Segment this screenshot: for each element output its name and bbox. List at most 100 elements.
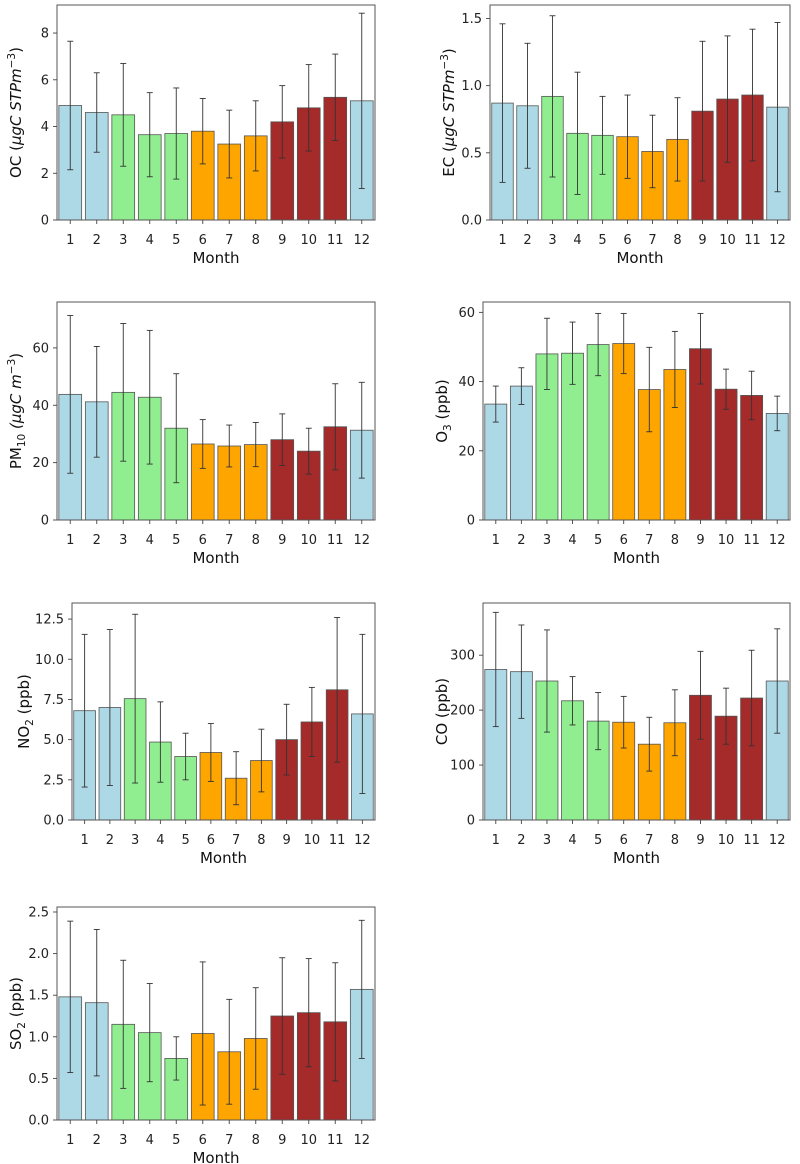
x-tick-label: 6 [623,233,631,248]
x-tick-label: 12 [353,1133,370,1148]
error-bar-month-4 [574,71,581,195]
error-bar-month-1 [499,23,506,183]
plot-frame [56,4,376,221]
error-bar-month-3 [543,317,550,390]
x-tick-label: 3 [548,233,556,248]
error-bar-month-10 [723,368,730,410]
error-bar-month-12 [358,381,365,479]
x-tick-label: 7 [225,533,233,548]
error-bar-month-5 [173,373,180,484]
y-tick-label: 10.0 [35,653,64,668]
error-bar-month-7 [646,346,653,433]
x-tick-label: 12 [769,233,786,248]
error-bar-month-7 [226,998,233,1105]
plot-frame [56,906,376,1121]
plot-frame [482,301,791,521]
error-bar-month-2 [106,629,113,786]
error-bar-month-4 [146,92,153,178]
x-axis-title: Month [613,549,660,567]
plot-frame [71,602,376,821]
error-bar-month-6 [620,312,627,375]
error-bar-month-4 [569,321,576,385]
x-tick-label: 9 [698,233,706,248]
error-bar-month-7 [226,424,233,468]
y-tick-label: 0.0 [28,1114,49,1129]
y-tick-label: 60 [458,306,475,321]
error-bar-month-7 [233,751,240,806]
x-tick-label: 1 [492,533,500,548]
error-bar-month-9 [699,40,706,182]
error-bar-month-1 [492,385,499,423]
y-tick-label: 2.5 [43,773,64,788]
error-bar-month-5 [599,95,606,175]
error-bar-month-3 [120,323,127,462]
error-bar-month-9 [697,312,704,385]
chart-panel-5: 0.02.55.07.510.012.51 2 3 4 5 6 7 8 9 10 11 12Month… [15,602,376,867]
error-bar-month-11 [748,370,755,421]
error-bar-month-2 [93,72,100,153]
error-bar-month-9 [697,650,704,740]
y-axis-title: O3 (ppb) [433,379,454,443]
x-tick-label: 12 [353,533,370,548]
x-tick-label: 9 [282,833,290,848]
x-tick-label: 11 [743,833,760,848]
plot-frame [482,602,791,821]
error-bar-month-9 [283,703,290,776]
y-axis-title: OC (μgC STPm−3) [6,47,25,178]
error-bar-month-1 [81,633,88,788]
x-tick-label: 4 [568,533,576,548]
x-tick-label: 2 [93,1133,101,1148]
error-bar-month-11 [332,53,339,141]
error-bar-month-6 [199,98,206,165]
x-tick-label: 6 [199,233,207,248]
x-tick-label: 6 [620,533,628,548]
x-tick-label: 2 [93,233,101,248]
x-tick-label: 2 [517,833,525,848]
y-tick-label: 300 [450,649,475,664]
x-tick-label: 10 [719,233,736,248]
x-tick-label: 8 [252,233,260,248]
x-tick-label: 3 [543,533,551,548]
x-tick-label: 7 [648,233,656,248]
error-bar-month-2 [518,367,525,405]
x-tick-label: 8 [257,833,265,848]
y-tick-label: 20 [458,444,475,459]
x-tick-label: 6 [620,833,628,848]
error-bar-month-3 [120,959,127,1089]
y-tick-label: 40 [32,399,49,414]
error-bar-month-2 [93,346,100,458]
x-tick-label: 6 [207,833,215,848]
error-bar-month-6 [207,723,214,782]
bar-month-2 [509,385,533,521]
x-tick-label: 11 [327,533,344,548]
x-tick-label: 4 [156,833,164,848]
error-bar-month-8 [252,422,259,468]
error-bar-month-7 [226,109,233,179]
error-bar-month-8 [671,689,678,757]
x-tick-label: 1 [498,233,506,248]
y-tick-label: 0 [41,214,49,229]
x-tick-label: 2 [523,233,531,248]
plot-frame [56,301,376,521]
error-bar-month-11 [332,383,339,471]
error-bar-month-6 [199,419,206,469]
error-bar-month-12 [774,628,781,734]
x-tick-label: 9 [696,833,704,848]
x-tick-label: 11 [743,533,760,548]
y-tick-label: 20 [32,456,49,471]
error-bar-month-10 [723,687,730,745]
x-axis-title: Month [200,849,247,867]
y-tick-label: 6 [41,73,49,88]
y-tick-label: 100 [450,759,475,774]
x-tick-label: 5 [594,833,602,848]
y-tick-label: 0 [41,514,49,529]
error-bar-month-2 [93,929,100,1077]
error-bar-month-7 [646,716,653,772]
x-tick-label: 10 [718,833,735,848]
error-bar-month-3 [120,62,127,167]
y-tick-label: 1.5 [461,12,482,27]
x-tick-label: 10 [300,233,317,248]
error-bar-month-3 [543,629,550,733]
